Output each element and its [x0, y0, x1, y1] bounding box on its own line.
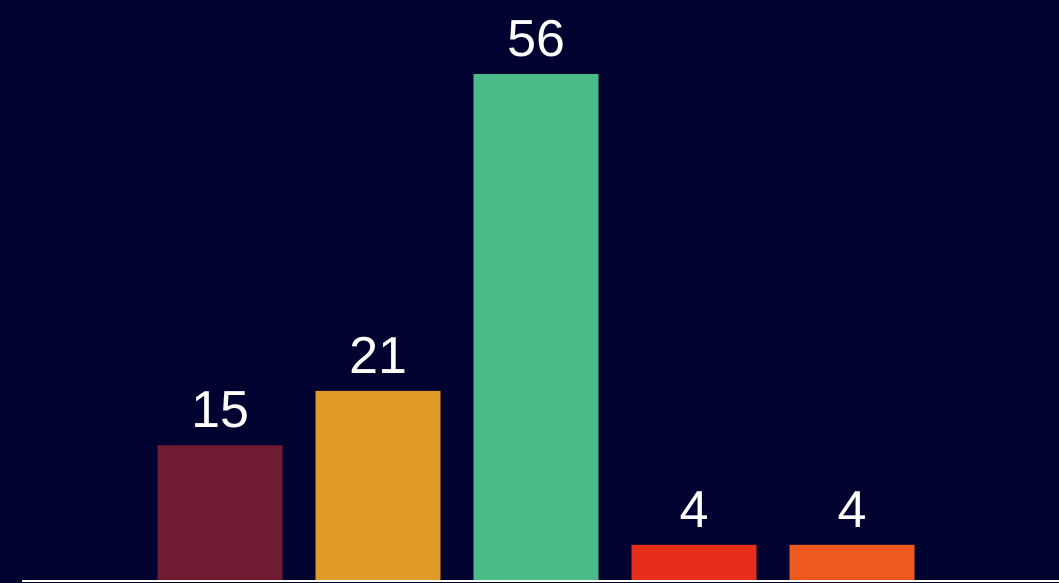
bars-group [157, 74, 915, 581]
data-label-2: 21 [349, 327, 407, 385]
data-labels-group: 15 21 56 4 4 [191, 10, 866, 539]
data-label-5: 4 [838, 481, 867, 539]
bar-2 [315, 390, 441, 581]
bar-5 [789, 544, 915, 581]
data-label-3: 56 [507, 10, 565, 68]
data-label-1: 15 [191, 381, 249, 439]
bar-3 [473, 74, 599, 581]
bar-1 [157, 445, 283, 581]
data-label-4: 4 [680, 481, 709, 539]
bar-4 [631, 544, 757, 581]
